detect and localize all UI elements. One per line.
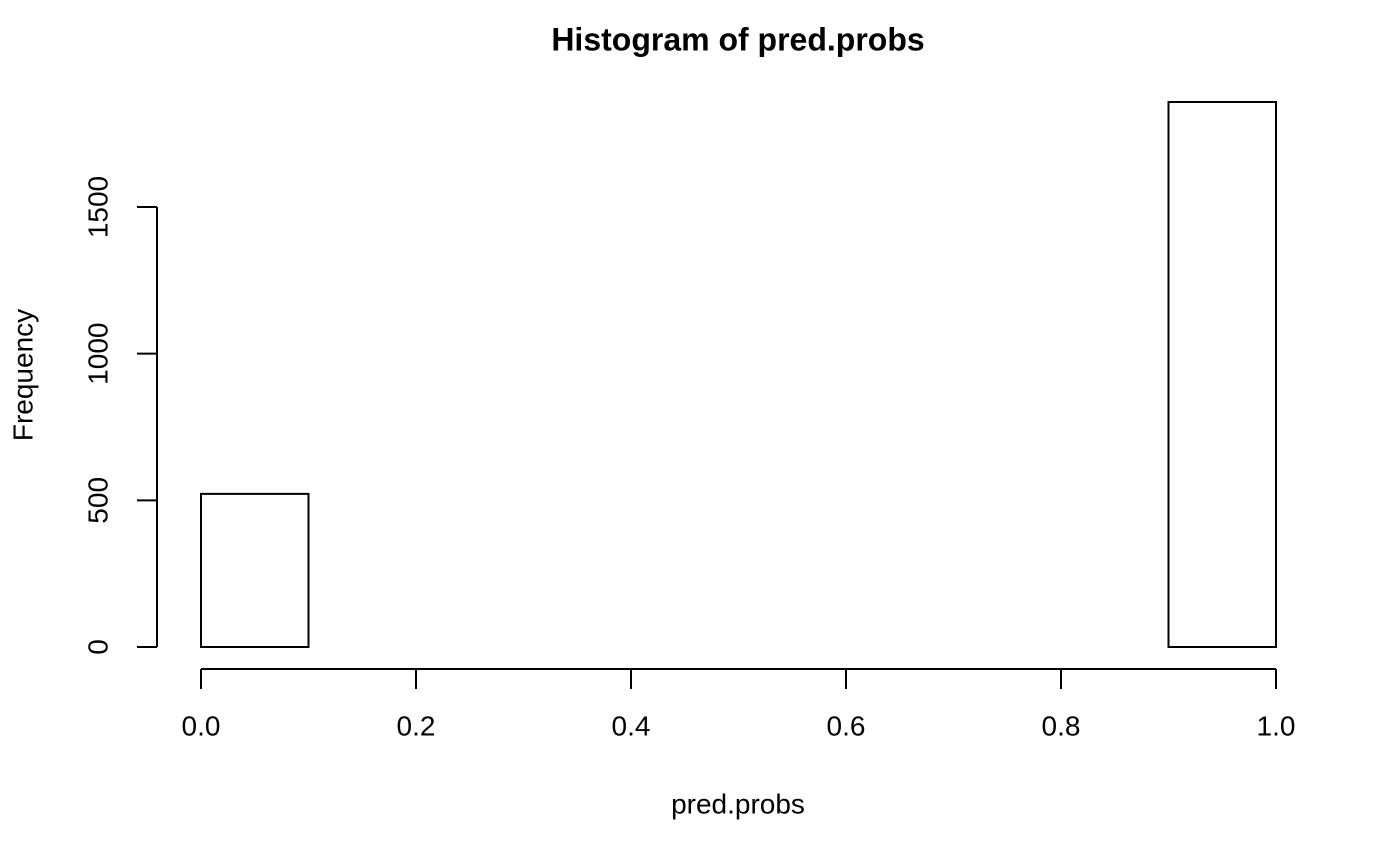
y-tick-label: 1500 — [82, 176, 113, 238]
y-axis-label: Frequency — [7, 309, 38, 441]
y-tick-label: 500 — [82, 477, 113, 524]
chart-title: Histogram of pred.probs — [551, 21, 924, 57]
x-tick-label: 1.0 — [1257, 710, 1296, 741]
y-tick-label: 1000 — [82, 323, 113, 385]
x-tick-label: 0.0 — [182, 710, 221, 741]
y-tick-label: 0 — [82, 639, 113, 655]
x-tick-label: 0.4 — [612, 710, 651, 741]
bar — [200, 492, 310, 649]
bar — [1167, 101, 1277, 648]
x-tick-label: 0.2 — [397, 710, 436, 741]
x-tick-label: 0.8 — [1042, 710, 1081, 741]
x-tick-label: 0.6 — [827, 710, 866, 741]
x-axis-label: pred.probs — [671, 788, 805, 819]
